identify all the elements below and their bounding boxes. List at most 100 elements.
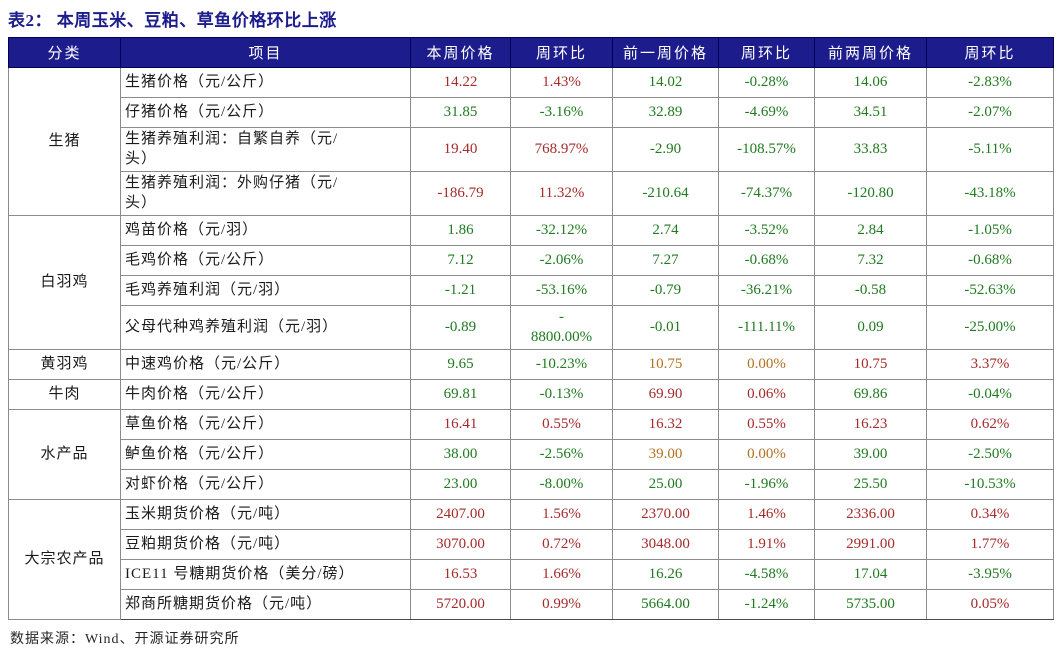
table-row: 生猪养殖利润：自繁自养（元/ 头） 19.40 768.97% -2.90 -108.5… bbox=[9, 127, 1054, 172]
price-cell: -210.64 bbox=[612, 171, 719, 216]
item-cell: 毛鸡养殖利润（元/羽） bbox=[120, 275, 411, 306]
data-source: 数据来源：Wind、开源证券研究所 bbox=[10, 632, 240, 647]
pct-change-cell: 0.00% bbox=[718, 349, 815, 380]
table-row: 水产品 草鱼价格（元/公斤） 16.41 0.55% 16.32 0.55% 16.23 0.… bbox=[8, 409, 1054, 500]
price-cell: 16.32 bbox=[612, 409, 719, 440]
item-cell: 对虾价格（元/公斤） bbox=[120, 469, 411, 500]
category-cell: 水产品 bbox=[8, 409, 121, 500]
price-cell: 16.53 bbox=[410, 559, 511, 590]
price-cell: -0.79 bbox=[612, 275, 719, 306]
table-row: 对虾价格（元/公斤） 23.00 -8.00% 25.00 -1.96% 25.50 -10… bbox=[9, 469, 1054, 500]
pct-change-cell: 0.00% bbox=[718, 439, 815, 470]
pct-change-cell: 0.55% bbox=[718, 409, 815, 440]
price-table: 分类 项目 本周价格 周环比 前一周价格 周环比 前两周价格 周环比 生猪 生猪价格（元/公斤）… bbox=[8, 37, 1054, 620]
pct-change-cell: 11.32% bbox=[510, 171, 613, 216]
header-cell-6: 前两周价格 bbox=[814, 37, 927, 68]
table-row: 仔猪价格（元/公斤） 31.85 -3.16% 32.89 -4.69% 34.51 -2.… bbox=[9, 97, 1054, 128]
table-row: 毛鸡价格（元/公斤） 7.12 -2.06% 7.27 -0.68% 7.32 -0.68% bbox=[9, 245, 1054, 276]
pct-change-cell: 0.72% bbox=[510, 529, 613, 560]
pct-change-cell: 0.55% bbox=[510, 409, 613, 440]
item-cell: 中速鸡价格（元/公斤） bbox=[120, 349, 411, 380]
pct-change-cell: -2.07% bbox=[926, 97, 1054, 128]
price-cell: 10.75 bbox=[612, 349, 719, 380]
price-cell: 14.02 bbox=[612, 67, 719, 98]
header-cell-1: 项目 bbox=[120, 37, 411, 68]
pct-change-cell: -5.11% bbox=[926, 127, 1054, 172]
table-row: 牛肉 牛肉价格（元/公斤） 69.81 -0.13% 69.90 0.06% 69.86 -0… bbox=[8, 379, 1054, 410]
header-cell-2: 本周价格 bbox=[410, 37, 511, 68]
category-cell: 牛肉 bbox=[8, 379, 121, 410]
pct-change-cell: -0.13% bbox=[510, 379, 613, 410]
item-cell: 豆粕期货价格（元/吨） bbox=[120, 529, 411, 560]
price-cell: 39.00 bbox=[612, 439, 719, 470]
price-cell: 16.23 bbox=[814, 409, 927, 440]
price-cell: 0.09 bbox=[814, 305, 927, 350]
pct-change-cell: -4.69% bbox=[718, 97, 815, 128]
table-row: 黄羽鸡 中速鸡价格（元/公斤） 9.65 -10.23% 10.75 0.00% 10.75… bbox=[8, 349, 1054, 380]
price-cell: 2336.00 bbox=[814, 499, 927, 530]
pct-change-cell: 768.97% bbox=[510, 127, 613, 172]
table-row: 毛鸡养殖利润（元/羽） -1.21 -53.16% -0.79 -36.21% -0.58… bbox=[9, 275, 1054, 306]
price-cell: 5720.00 bbox=[410, 589, 511, 620]
pct-change-cell: -1.96% bbox=[718, 469, 815, 500]
table-row: 鲈鱼价格（元/公斤） 38.00 -2.56% 39.00 0.00% 39.00 -2.5… bbox=[9, 439, 1054, 470]
pct-change-cell: -2.83% bbox=[926, 67, 1054, 98]
category-cell: 生猪 bbox=[8, 67, 121, 216]
item-cell: 草鱼价格（元/公斤） bbox=[120, 409, 411, 440]
pct-change-cell: 1.46% bbox=[718, 499, 815, 530]
table-row: 郑商所糖期货价格（元/吨） 5720.00 0.99% 5664.00 -1.24% 57… bbox=[9, 589, 1054, 620]
price-cell: -2.90 bbox=[612, 127, 719, 172]
category-cell: 白羽鸡 bbox=[8, 215, 121, 350]
price-cell: 10.75 bbox=[814, 349, 927, 380]
category-cell: 大宗农产品 bbox=[8, 499, 121, 620]
price-cell: 32.89 bbox=[612, 97, 719, 128]
price-cell: 14.06 bbox=[814, 67, 927, 98]
pct-change-cell: -108.57% bbox=[718, 127, 815, 172]
price-cell: 2407.00 bbox=[410, 499, 511, 530]
price-cell: 3070.00 bbox=[410, 529, 511, 560]
pct-change-cell: 0.62% bbox=[926, 409, 1054, 440]
price-cell: -0.58 bbox=[814, 275, 927, 306]
price-cell: 2.84 bbox=[814, 215, 927, 246]
price-cell: 7.27 bbox=[612, 245, 719, 276]
pct-change-cell: -4.58% bbox=[718, 559, 815, 590]
pct-change-cell: -52.63% bbox=[926, 275, 1054, 306]
pct-change-cell: 1.43% bbox=[510, 67, 613, 98]
pct-change-cell: -10.23% bbox=[510, 349, 613, 380]
item-cell: 父母代种鸡养殖利润（元/羽） bbox=[120, 305, 411, 350]
item-cell: 生猪养殖利润：外购仔猪（元/ 头） bbox=[120, 171, 411, 216]
pct-change-cell: -3.16% bbox=[510, 97, 613, 128]
pct-change-cell: -53.16% bbox=[510, 275, 613, 306]
price-cell: 5735.00 bbox=[814, 589, 927, 620]
item-cell: 生猪价格（元/公斤） bbox=[120, 67, 411, 98]
pct-change-cell: 1.56% bbox=[510, 499, 613, 530]
pct-change-cell: 0.05% bbox=[926, 589, 1054, 620]
price-cell: 16.41 bbox=[410, 409, 511, 440]
table-row: 豆粕期货价格（元/吨） 3070.00 0.72% 3048.00 1.91% 2991.… bbox=[9, 529, 1054, 560]
price-cell: 17.04 bbox=[814, 559, 927, 590]
pct-change-cell: -0.68% bbox=[718, 245, 815, 276]
table-row: 父母代种鸡养殖利润（元/羽） -0.89- 8800.00% -0.01 -111.1… bbox=[9, 305, 1054, 350]
pct-change-cell: -8.00% bbox=[510, 469, 613, 500]
header-cell-0: 分类 bbox=[8, 37, 121, 68]
price-cell: 38.00 bbox=[410, 439, 511, 470]
price-cell: 3048.00 bbox=[612, 529, 719, 560]
price-cell: 23.00 bbox=[410, 469, 511, 500]
price-cell: -0.01 bbox=[612, 305, 719, 350]
price-cell: 69.81 bbox=[410, 379, 511, 410]
header-cell-3: 周环比 bbox=[510, 37, 613, 68]
price-cell: 25.00 bbox=[612, 469, 719, 500]
price-cell: 69.86 bbox=[814, 379, 927, 410]
item-cell: 毛鸡价格（元/公斤） bbox=[120, 245, 411, 276]
price-cell: 2370.00 bbox=[612, 499, 719, 530]
table-row: ICE11 号糖期货价格（美分/磅） 16.53 1.66% 16.26 -4.58% 1… bbox=[9, 559, 1054, 590]
price-cell: 7.12 bbox=[410, 245, 511, 276]
pct-change-cell: -74.37% bbox=[718, 171, 815, 216]
price-cell: 69.90 bbox=[612, 379, 719, 410]
price-cell: 34.51 bbox=[814, 97, 927, 128]
pct-change-cell: 1.91% bbox=[718, 529, 815, 560]
price-cell: 31.85 bbox=[410, 97, 511, 128]
pct-change-cell: -32.12% bbox=[510, 215, 613, 246]
item-cell: 牛肉价格（元/公斤） bbox=[120, 379, 411, 410]
